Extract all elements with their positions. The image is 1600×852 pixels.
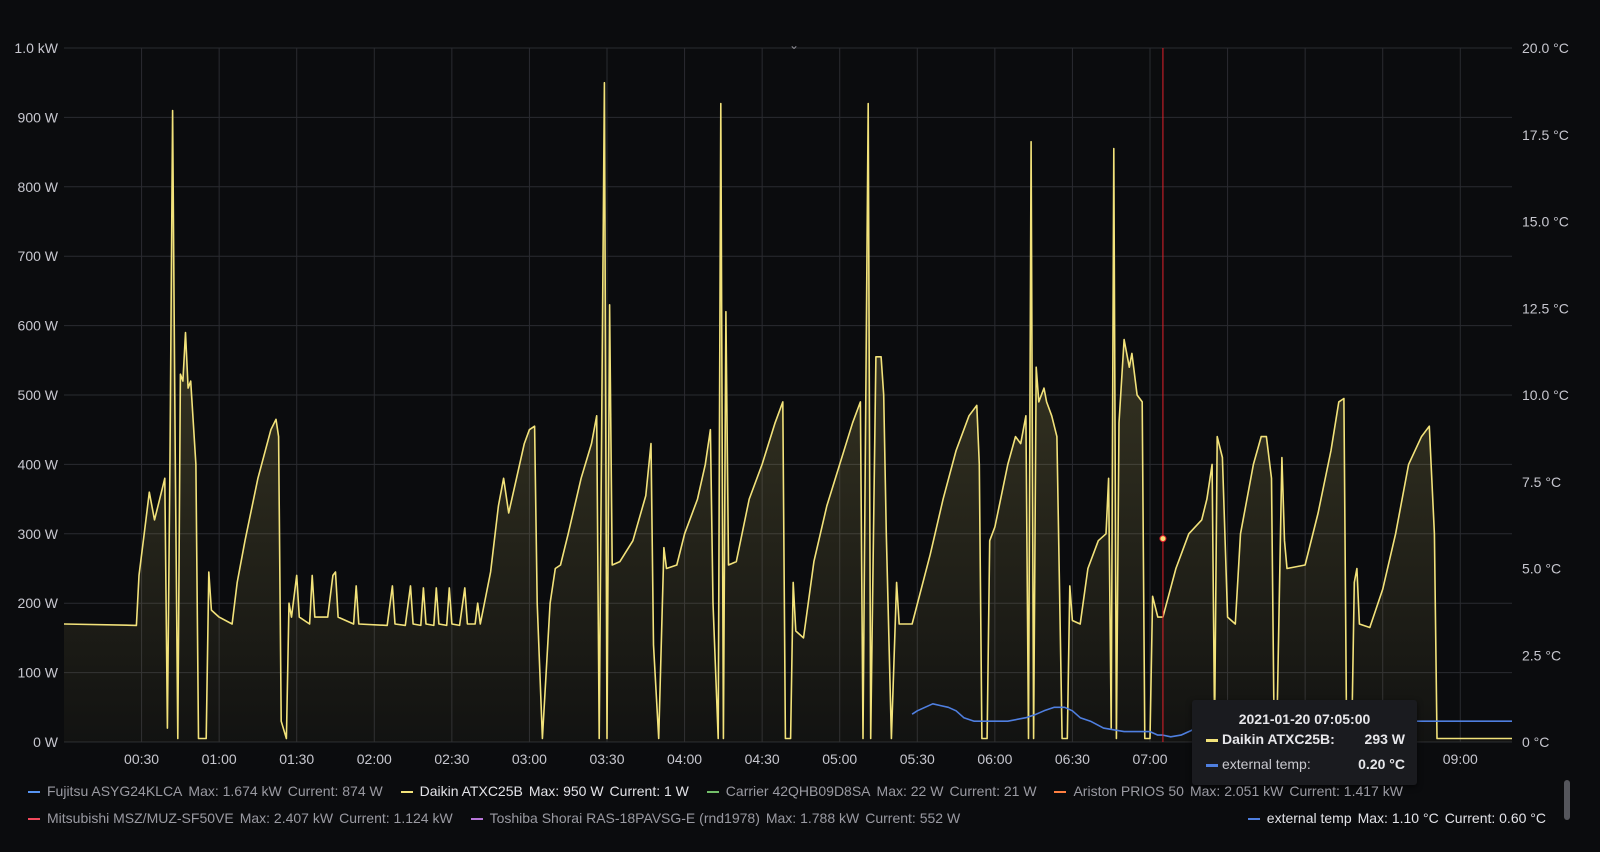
legend-item-toshiba[interactable]: Toshiba Shorai RAS-18PAVSG-E (rnd1978) Ma… (470, 810, 960, 826)
legend-swatch (28, 791, 40, 794)
chevron-down-icon[interactable]: ⌄ (789, 38, 800, 52)
x-tick-label: 04:30 (745, 751, 780, 767)
x-tick-label: 06:30 (1055, 751, 1090, 767)
tooltip-row-daikin: Daikin ATXC25B: 293 W (1206, 731, 1405, 752)
y-axis-right: 0 °C 2.5 °C 5.0 °C 7.5 °C 10.0 °C 12.5 °C 15.0… (1522, 40, 1569, 750)
x-tick-label: 02:30 (434, 751, 469, 767)
legend-swatch (400, 791, 413, 794)
legend-swatch (28, 818, 40, 821)
series-line-daikin-atxc25b (63, 81, 1512, 740)
hover-tooltip: 2021-01-20 07:05:00 Daikin ATXC25B: 293 … (1192, 700, 1417, 785)
tooltip-time: 2021-01-20 07:05:00 (1238, 711, 1371, 727)
legend: Fujitsu ASYG24KLCA Max: 1.674 kW Current: … (0, 778, 1600, 852)
y-tick-label-left: 800 W (18, 179, 59, 195)
legend-item-daikin[interactable]: Daikin ATXC25B Max: 950 W Current: 1 W (400, 783, 689, 799)
legend-swatch (470, 818, 483, 821)
legend-item-mitsubishi[interactable]: Mitsubishi MSZ/MUZ-SF50VE Max: 2.407 kW Cu… (28, 810, 453, 826)
legend-swatch (1247, 818, 1260, 821)
tooltip-value-external-temp: 0.20 °C (1358, 756, 1405, 772)
cursor-point (1159, 535, 1167, 543)
y-tick-label-left: 0 W (33, 734, 59, 750)
tooltip-swatch-external-temp (1206, 763, 1218, 767)
y-tick-label-left: 100 W (18, 665, 59, 681)
x-tick-label: 09:00 (1443, 751, 1478, 767)
y-tick-label-right: 7.5 °C (1522, 474, 1561, 490)
x-tick-label: 05:00 (822, 751, 857, 767)
y-tick-label-left: 900 W (18, 109, 59, 125)
x-tick-label: 07:00 (1132, 751, 1167, 767)
legend-item-fujitsu[interactable]: Fujitsu ASYG24KLCA Max: 1.674 kW Current: … (28, 783, 383, 799)
y-tick-label-left: 500 W (18, 387, 59, 403)
legend-swatch (1054, 791, 1067, 794)
y-tick-label-left: 600 W (18, 318, 59, 334)
tooltip-swatch-daikin (1206, 738, 1218, 742)
legend-item-ariston[interactable]: Ariston PRIOS 50 Max: 2.051 kW Current: 1.… (1054, 783, 1403, 799)
x-tick-label: 01:30 (279, 751, 314, 767)
x-tick-label: 03:30 (589, 751, 624, 767)
y-tick-label-right: 0 °C (1522, 734, 1549, 750)
y-tick-label-left: 700 W (18, 248, 59, 264)
x-tick-label: 04:00 (667, 751, 702, 767)
legend-row-1: Fujitsu ASYG24KLCA Max: 1.674 kW Current: … (28, 783, 1417, 799)
legend-swatch (706, 791, 719, 794)
series-area-daikin-atxc25b (64, 82, 1512, 742)
legend-row-2: Mitsubishi MSZ/MUZ-SF50VE Max: 2.407 kW Cu… (28, 810, 974, 826)
x-tick-label: 00:30 (124, 751, 159, 767)
legend-scrollbar[interactable] (1564, 780, 1570, 820)
x-tick-label: 05:30 (900, 751, 935, 767)
legend-right: external temp Max: 1.10 °C Current: 0.60 °… (1247, 810, 1560, 826)
y-tick-label-left: 400 W (18, 456, 59, 472)
tooltip-value-daikin: 293 W (1364, 731, 1405, 747)
tooltip-row-external-temp: external temp: 0.20 °C (1206, 756, 1405, 777)
legend-item-external-temp[interactable]: external temp Max: 1.10 °C Current: 0.60 °… (1247, 810, 1546, 826)
y-tick-label-left: 300 W (18, 526, 59, 542)
x-tick-label: 03:00 (512, 751, 547, 767)
series-layer (63, 81, 1512, 742)
y-tick-label-left: 1.0 kW (14, 40, 58, 56)
timeseries-chart[interactable]: 0 W 100 W 200 W 300 W 400 W 500 W 600 W 700 W 80… (0, 0, 1600, 780)
x-tick-label: 01:00 (202, 751, 237, 767)
y-tick-label-right: 2.5 °C (1522, 647, 1561, 663)
y-tick-label-left: 200 W (18, 595, 59, 611)
y-tick-label-right: 12.5 °C (1522, 300, 1569, 316)
y-tick-label-right: 17.5 °C (1522, 127, 1569, 143)
x-tick-label: 02:00 (357, 751, 392, 767)
y-tick-label-right: 5.0 °C (1522, 561, 1561, 577)
crosshair-cursor (1159, 48, 1167, 742)
y-axis-left: 0 W 100 W 200 W 300 W 400 W 500 W 600 W 700 W 80… (14, 40, 58, 750)
y-tick-label-right: 15.0 °C (1522, 214, 1569, 230)
x-tick-label: 06:00 (977, 751, 1012, 767)
y-tick-label-right: 20.0 °C (1522, 40, 1569, 56)
y-tick-label-right: 10.0 °C (1522, 387, 1569, 403)
legend-item-carrier[interactable]: Carrier 42QHB09D8SA Max: 22 W Current: 21 … (706, 783, 1037, 799)
